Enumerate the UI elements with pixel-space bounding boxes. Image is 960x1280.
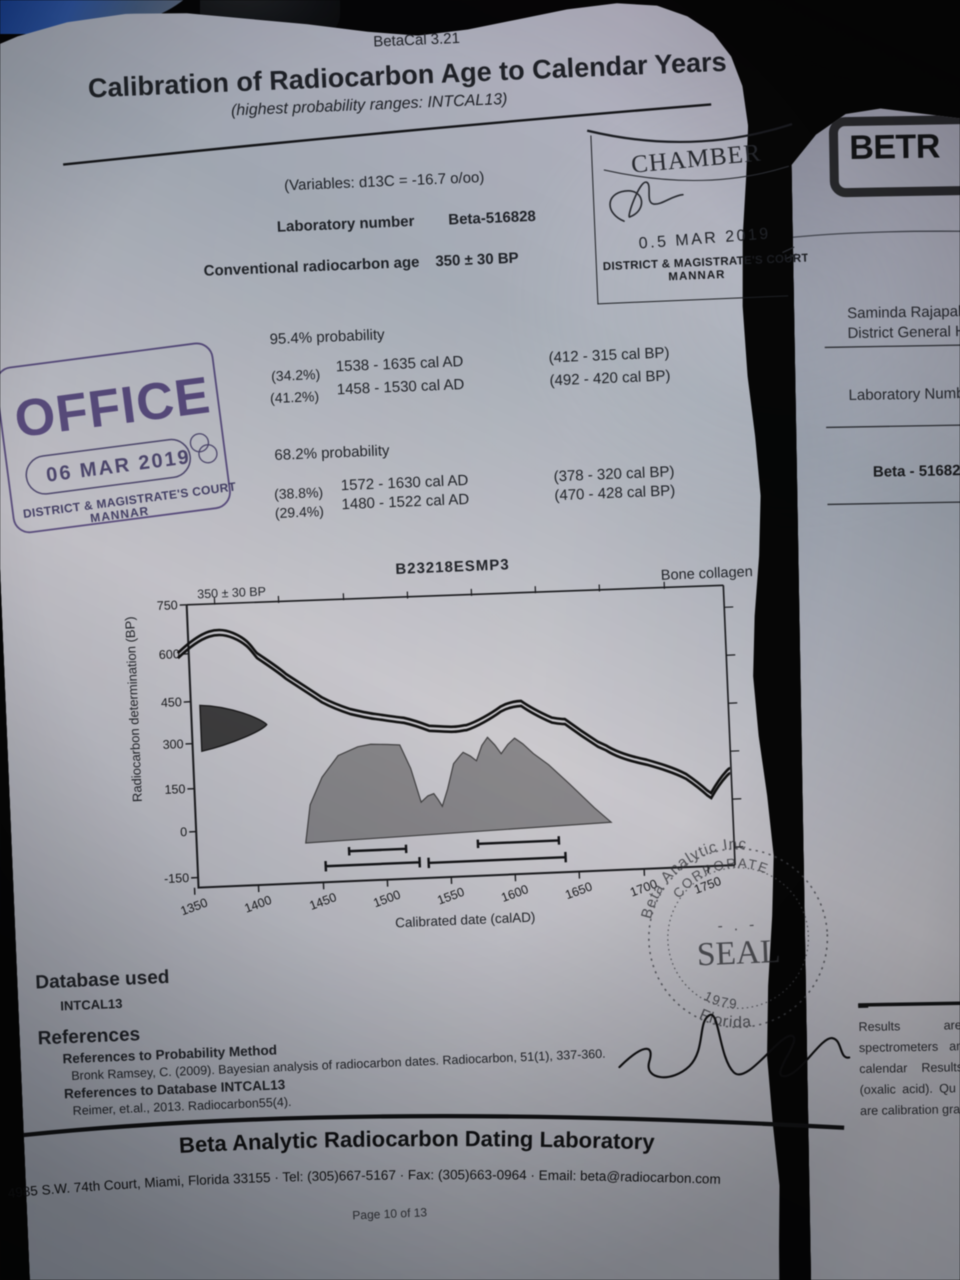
svg-text:- . -: - . - — [717, 916, 758, 935]
svg-text:Beta Analytic Radiocarbon Dati: Beta Analytic Radiocarbon Dating Laborat… — [178, 1113, 656, 1175]
svg-text:1450: 1450 — [308, 890, 339, 913]
svg-text:1600: 1600 — [499, 882, 530, 905]
svg-text:300: 300 — [162, 737, 183, 752]
svg-text:-150: -150 — [164, 871, 190, 886]
svg-text:1500: 1500 — [371, 887, 402, 910]
svg-text:1400: 1400 — [243, 893, 274, 916]
svg-text:600: 600 — [159, 647, 180, 662]
svg-text:150: 150 — [164, 782, 185, 797]
svg-text:1650: 1650 — [563, 879, 594, 902]
svg-text:0: 0 — [180, 825, 188, 839]
svg-text:1350: 1350 — [179, 896, 210, 919]
svg-text:1550: 1550 — [435, 885, 466, 908]
svg-text:SEAL: SEAL — [696, 933, 781, 973]
svg-text:4985 S.W. 74th Court, Miami, F: 4985 S.W. 74th Court, Miami, Florida 331… — [7, 1151, 722, 1217]
svg-text:Beta Analytic Inc: Beta Analytic Inc — [635, 835, 751, 921]
svg-text:450: 450 — [161, 695, 182, 710]
svg-text:750: 750 — [157, 598, 178, 613]
